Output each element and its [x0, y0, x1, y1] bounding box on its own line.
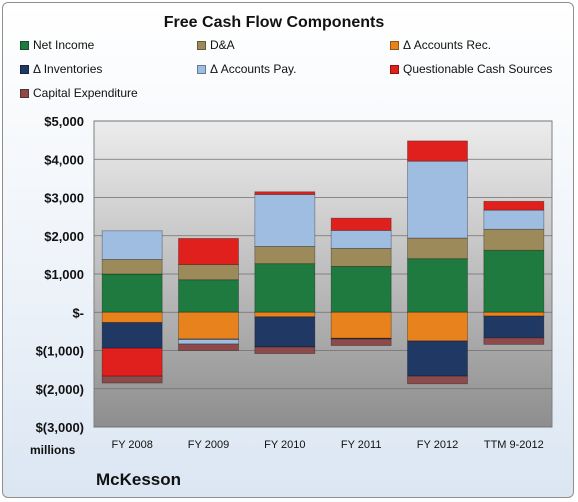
- bar-d-a: [178, 264, 239, 281]
- bar-questionable-cash-sources: [407, 140, 468, 162]
- company-label: McKesson: [96, 470, 182, 489]
- legend-label: Δ Accounts Pay.: [210, 62, 297, 76]
- y-tick-label: $2,000: [44, 229, 84, 244]
- bar-questionable-cash-sources: [483, 200, 545, 211]
- bar-net-income: [407, 258, 468, 313]
- bar-net-income: [178, 279, 239, 313]
- bar-questionable-cash-sources: [178, 238, 239, 265]
- bar-accounts-pay: [483, 209, 545, 230]
- bar-d-a: [483, 228, 545, 251]
- bar-accounts-rec: [330, 311, 392, 339]
- bar-net-income: [101, 273, 163, 313]
- bar-accounts-rec: [101, 311, 163, 323]
- legend-label: Capital Expenditure: [33, 86, 138, 100]
- y-tick-label: $3,000: [44, 191, 84, 206]
- bar-questionable-cash-sources: [330, 217, 392, 231]
- legend-label: Net Income: [33, 38, 95, 52]
- bar-inventories: [254, 316, 316, 348]
- legend-swatch: [20, 65, 29, 74]
- legend-label: Questionable Cash Sources: [403, 62, 553, 76]
- bar-capital-expenditure: [254, 346, 316, 354]
- y-tick-label: $4,000: [44, 152, 84, 167]
- x-tick-label: FY 2011: [341, 439, 382, 451]
- x-tick-label: FY 2010: [264, 439, 305, 451]
- x-tick-label: TTM 9-2012: [484, 439, 544, 451]
- legend-swatch: [390, 65, 399, 74]
- bar-questionable-cash-sources: [254, 191, 316, 195]
- legend-item-accounts-pay: Δ Accounts Pay.: [197, 62, 297, 76]
- x-tick-label: FY 2012: [417, 439, 458, 451]
- bar-accounts-pay: [178, 339, 239, 345]
- legend-swatch: [20, 89, 29, 98]
- bar-capital-expenditure: [330, 338, 392, 346]
- x-tick-label: FY 2008: [111, 439, 152, 451]
- y-tick-label: $(3,000): [36, 420, 84, 435]
- bar-accounts-pay: [254, 194, 316, 247]
- x-tick-label: FY 2009: [188, 439, 229, 451]
- units-label: millions: [30, 443, 76, 457]
- bar-inventories: [101, 322, 163, 349]
- bar-inventories: [483, 315, 545, 339]
- legend-item-inventories: Δ Inventories: [20, 62, 102, 76]
- bar-d-a: [407, 237, 468, 260]
- legend-swatch: [390, 41, 399, 50]
- legend-swatch: [197, 65, 206, 74]
- bar-net-income: [330, 265, 392, 313]
- bar-capital-expenditure: [483, 337, 545, 345]
- y-tick-label: $(1,000): [36, 344, 84, 359]
- bar-capital-expenditure: [101, 375, 163, 384]
- bar-accounts-rec: [483, 311, 545, 317]
- legend-swatch: [20, 41, 29, 50]
- bar-accounts-pay: [101, 230, 163, 260]
- legend-label: D&A: [210, 38, 235, 52]
- bar-accounts-rec: [254, 311, 316, 318]
- bar-accounts-rec: [178, 311, 239, 340]
- bar-d-a: [330, 247, 392, 267]
- legend-item-capital-expenditure: Capital Expenditure: [20, 86, 138, 100]
- bar-net-income: [254, 263, 316, 313]
- legend-item-net-income: Net Income: [20, 38, 94, 52]
- bar-accounts-pay: [330, 229, 392, 249]
- y-tick-label: $1,000: [44, 267, 84, 282]
- legend-label: Δ Inventories: [33, 62, 103, 76]
- bar-questionable-cash-sources: [101, 347, 163, 377]
- bar-d-a: [101, 259, 163, 275]
- bar-capital-expenditure: [407, 375, 468, 385]
- bar-accounts-pay: [407, 160, 468, 239]
- y-tick-label: $5,000: [44, 114, 84, 129]
- legend-item-questionable-cash-sources: Questionable Cash Sources: [390, 62, 552, 76]
- legend-item-d-a: D&A: [197, 38, 235, 52]
- y-tick-label: $-: [72, 305, 84, 320]
- bar-net-income: [483, 249, 545, 313]
- bar-d-a: [254, 246, 316, 265]
- y-tick-label: $(2,000): [36, 382, 84, 397]
- legend-item-accounts-rec: Δ Accounts Rec.: [390, 38, 491, 52]
- chart-title: Free Cash Flow Components: [163, 14, 385, 31]
- bar-inventories: [407, 340, 468, 377]
- bar-accounts-rec: [407, 311, 468, 342]
- bar-capital-expenditure: [178, 343, 239, 351]
- legend-swatch: [197, 41, 206, 50]
- legend-label: Δ Accounts Rec.: [403, 38, 492, 52]
